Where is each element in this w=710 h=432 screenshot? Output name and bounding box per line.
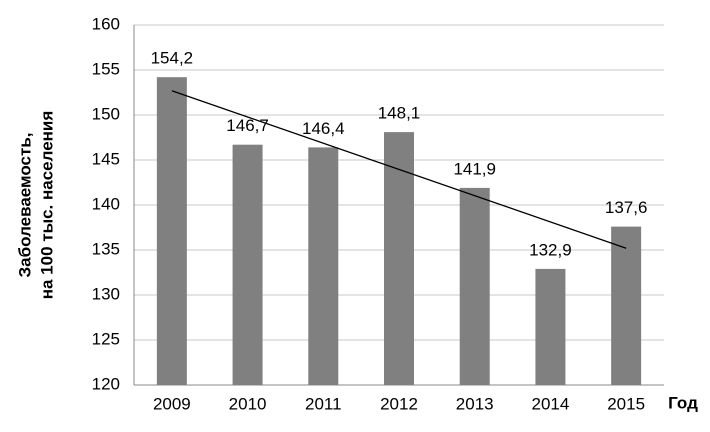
data-label: 137,6 bbox=[605, 198, 648, 217]
y-axis-label: Заболеваемость, bbox=[15, 133, 34, 278]
data-label: 154,2 bbox=[151, 49, 194, 68]
bar bbox=[459, 187, 490, 385]
bar bbox=[232, 144, 263, 385]
data-label: 148,1 bbox=[378, 104, 421, 123]
x-tick-label: 2014 bbox=[532, 394, 570, 413]
x-tick-label: 2011 bbox=[305, 394, 342, 413]
y-tick-label: 135 bbox=[92, 239, 120, 258]
y-tick-label: 145 bbox=[92, 149, 120, 168]
bar bbox=[611, 226, 642, 385]
y-tick-label: 130 bbox=[92, 284, 120, 303]
y-tick-label: 150 bbox=[92, 104, 120, 123]
data-label: 146,4 bbox=[302, 119, 345, 138]
x-tick-label: 2013 bbox=[456, 394, 494, 413]
x-tick-label: 2012 bbox=[380, 394, 418, 413]
x-axis-label: Год bbox=[668, 393, 698, 412]
y-tick-label: 140 bbox=[92, 194, 120, 213]
data-label: 146,7 bbox=[226, 116, 269, 135]
x-tick-label: 2010 bbox=[229, 394, 267, 413]
y-axis-label: на 100 тыс. населения bbox=[37, 111, 56, 300]
bar bbox=[535, 268, 566, 385]
x-tick-label: 2015 bbox=[607, 394, 645, 413]
bar bbox=[384, 132, 414, 385]
bar bbox=[156, 77, 187, 385]
y-tick-label: 125 bbox=[92, 329, 120, 348]
data-label: 132,9 bbox=[529, 240, 572, 259]
y-tick-label: 155 bbox=[92, 59, 120, 78]
data-label: 141,9 bbox=[453, 159, 496, 178]
x-tick-label: 2009 bbox=[153, 394, 191, 413]
trend-line bbox=[171, 90, 627, 249]
bar bbox=[308, 147, 339, 385]
y-tick-label: 120 bbox=[92, 374, 120, 393]
y-tick-label: 160 bbox=[92, 14, 120, 33]
